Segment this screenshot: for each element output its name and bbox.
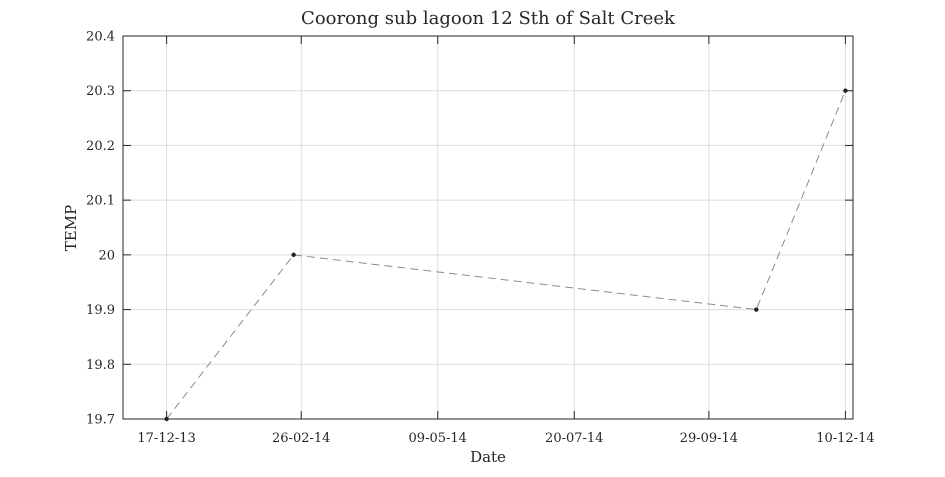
y-axis-label: TEMP (62, 205, 80, 251)
data-point (164, 416, 169, 422)
data-point (754, 307, 759, 312)
y-tick-label: 20.2 (86, 139, 115, 154)
y-tick-label: 19.9 (86, 303, 115, 318)
chart-title: Coorong sub lagoon 12 Sth of Salt Creek (301, 8, 676, 29)
y-tick-label: 20 (98, 248, 115, 263)
data-point (291, 252, 296, 258)
x-tick-label: 09-05-14 (409, 431, 467, 446)
y-tick-label: 20.4 (86, 30, 115, 45)
tick-layer (123, 35, 853, 420)
x-tick-label: 20-07-14 (545, 431, 603, 446)
x-tick-label: 29-09-14 (680, 431, 738, 446)
x-tick-label: 17-12-13 (137, 431, 195, 446)
label-layer: 19.7 19.8 19.9 20 20.1 20.2 20.3 20.4 17-12-13 26… (86, 30, 875, 447)
y-tick-label: 19.7 (86, 413, 115, 428)
y-tick-label: 19.8 (86, 358, 115, 373)
x-axis-label: Date (470, 448, 506, 466)
grid-layer (123, 35, 853, 420)
x-tick-label: 26-02-14 (272, 431, 330, 446)
y-tick-label: 20.1 (86, 194, 115, 209)
y-tick-label: 20.3 (86, 84, 115, 99)
plot-area-frame (122, 35, 854, 420)
series-layer (164, 88, 848, 422)
x-tick-label: 10-12-14 (816, 431, 874, 446)
data-point (843, 88, 848, 93)
